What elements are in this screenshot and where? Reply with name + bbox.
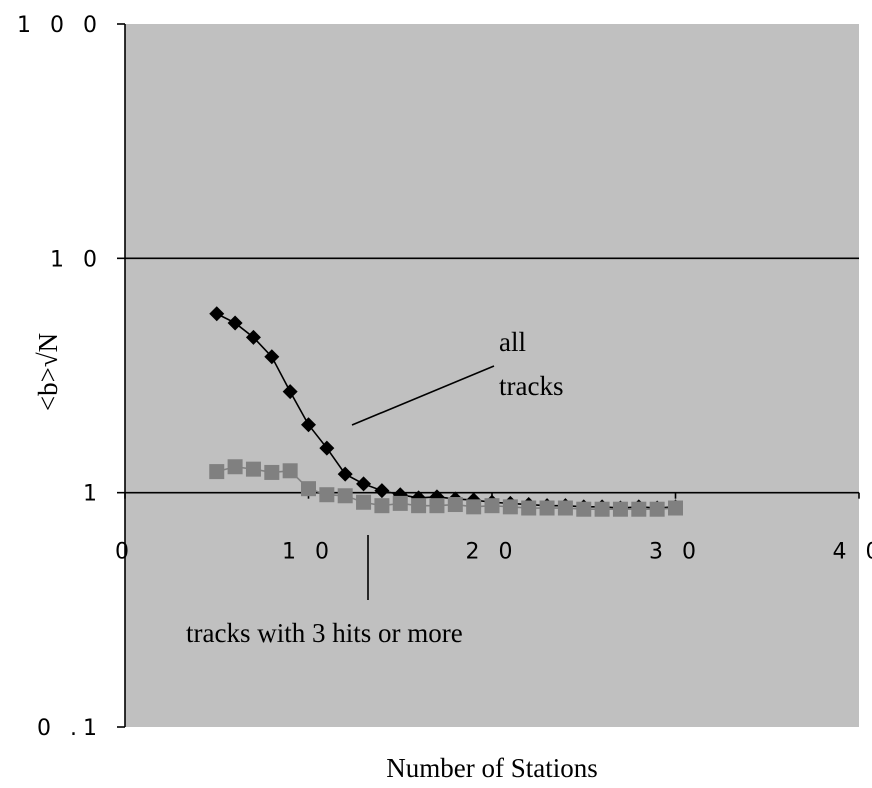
x-tick-label-0: 0 [115, 540, 135, 565]
hits3-point-2 [245, 461, 261, 477]
hits3-point-22 [612, 501, 628, 517]
hits3-point-0 [209, 464, 225, 480]
all-tracks-point-0 [209, 306, 225, 322]
hits3-point-14 [466, 499, 482, 515]
hits3-point-21 [594, 501, 610, 517]
hits3-point-7 [337, 488, 353, 504]
x-tick-label-1: 1 0 [282, 540, 335, 565]
hits3-point-15 [484, 498, 500, 514]
hits3-point-6 [319, 487, 335, 503]
all-tracks-point-9 [374, 483, 390, 499]
hits3-point-19 [557, 500, 573, 516]
y-tick-label-1: 1 [83, 482, 103, 507]
all-tracks-point-5 [301, 417, 316, 433]
hits3-point-5 [301, 481, 316, 497]
y-tick-label-3: 1 0 0 [17, 13, 103, 38]
all-tracks-point-2 [245, 329, 261, 345]
hits3-point-25 [668, 500, 683, 516]
hits3-point-13 [447, 497, 463, 513]
hits3-point-20 [576, 501, 592, 517]
x-tick-label-4: 4 0 [833, 540, 872, 565]
hits3-point-4 [282, 463, 298, 479]
hits3-point-12 [429, 498, 445, 514]
annotation-tracks: tracks [499, 371, 563, 401]
y-tick-label-2: 1 0 [50, 247, 103, 272]
y-axis-label: <b>√N [33, 333, 63, 411]
annotation-all: all [499, 327, 526, 357]
hits3-point-11 [411, 498, 427, 514]
all-tracks-point-3 [264, 349, 280, 365]
all-tracks-point-4 [282, 384, 298, 400]
hits3-point-23 [631, 501, 647, 517]
hits3-point-17 [521, 500, 537, 516]
hits3-point-1 [227, 459, 243, 475]
hits3-point-10 [392, 495, 408, 511]
all-tracks-point-7 [337, 466, 353, 482]
hits3-point-18 [539, 500, 555, 516]
annotation-hits3: tracks with 3 hits or more [186, 618, 463, 648]
hits3-point-16 [502, 499, 518, 515]
x-axis-label: Number of Stations [386, 753, 597, 783]
hits3-point-9 [374, 498, 390, 514]
x-tick-label-3: 3 0 [649, 540, 702, 565]
annotation-leader-all-tracks [351, 365, 495, 426]
all-tracks-point-6 [319, 440, 335, 456]
plot-area [125, 24, 859, 727]
all-tracks-point-8 [356, 476, 372, 492]
hits3-point-3 [264, 464, 280, 480]
hits3-point-24 [649, 501, 665, 517]
all-tracks-point-1 [227, 315, 243, 331]
x-tick-label-2: 2 0 [466, 540, 519, 565]
y-tick-label-0: 0 .1 [37, 716, 103, 741]
hits3-point-8 [356, 494, 372, 510]
